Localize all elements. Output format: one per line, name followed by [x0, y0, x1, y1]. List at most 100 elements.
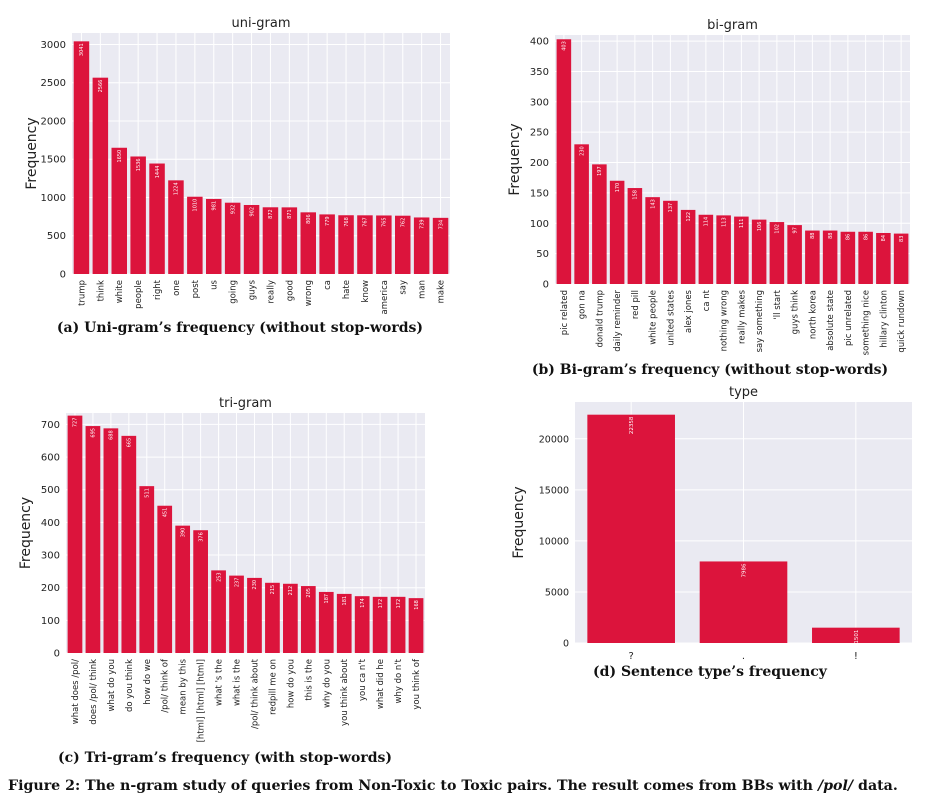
bar	[769, 222, 785, 284]
bar	[157, 505, 173, 653]
bar	[300, 586, 316, 653]
bar-value-label: 170	[615, 183, 621, 193]
bar	[432, 217, 449, 274]
unigram-panel: 0 500 1000 1500 2000 2500 3000 3041 trump 2566 thi…	[0, 0, 465, 320]
bar-value-label: 665	[127, 438, 133, 448]
bar-value-label: 102	[775, 224, 781, 234]
bar-value-label: 1536	[136, 158, 142, 171]
bar-value-label: 187	[324, 594, 330, 604]
x-tick-label: mean by this	[179, 658, 189, 714]
y-tick-label: 300	[41, 551, 60, 562]
bar-value-label: 734	[438, 220, 444, 230]
bar	[92, 77, 109, 274]
bar-value-label: 727	[73, 418, 79, 428]
bar-value-label: 511	[145, 488, 151, 498]
x-tick-label: why do n't	[394, 658, 404, 703]
y-tick-label: 250	[530, 128, 549, 139]
bar-value-label: 7986	[741, 563, 747, 577]
x-tick-label: gon na	[578, 290, 588, 319]
bar-value-label: 197	[597, 166, 603, 176]
bar	[121, 435, 137, 653]
bar-value-label: 403	[562, 41, 568, 51]
bar-value-label: 779	[325, 216, 331, 226]
bar-value-label: 84	[881, 235, 887, 241]
bar	[103, 428, 119, 653]
bar-value-label: 872	[268, 209, 274, 219]
bar	[556, 39, 572, 284]
y-tick-label: 5000	[545, 587, 569, 598]
bar-value-label: 1010	[193, 199, 199, 212]
x-tick-label: ca	[323, 280, 333, 290]
bar-value-label: 2566	[98, 80, 104, 93]
x-tick-label: how do you	[286, 659, 296, 708]
x-tick-label: post	[191, 279, 201, 298]
x-tick-label: north korea	[808, 290, 818, 339]
bar-value-label: 253	[216, 572, 222, 582]
y-tick-label: 700	[41, 420, 60, 431]
bar-value-label: 688	[109, 430, 115, 440]
bar	[734, 216, 749, 284]
x-tick-label: [html] [html] [html]	[197, 659, 207, 742]
bar-value-label: 113	[721, 217, 727, 227]
bar	[680, 209, 696, 284]
y-tick-label: 0	[54, 649, 60, 660]
bar	[574, 144, 589, 284]
bar-value-label: 390	[180, 528, 186, 538]
plot-background	[66, 413, 425, 653]
x-tick-label: hate	[342, 280, 352, 299]
x-tick-label: ?	[629, 651, 634, 662]
x-tick-label: redpill me on	[268, 659, 278, 715]
y-tick-label: 20000	[539, 434, 569, 445]
x-tick-label: what is the	[233, 659, 243, 706]
bar	[587, 414, 675, 643]
bar	[262, 207, 279, 274]
bigram-chart: 0 50 100 150 200 250 300 350 400 403 pic related 23…	[507, 18, 910, 355]
x-tick-label: pic related	[560, 290, 570, 335]
bar-value-label: 205	[306, 588, 312, 598]
bar-value-label: 806	[306, 214, 312, 224]
figure-caption: Figure 2: The n-gram study of queries fr…	[8, 778, 933, 794]
trigram-panel: 0 100 200 300 400 500 600 700 727 what does /pol/…	[0, 380, 440, 748]
bar	[318, 591, 334, 653]
y-tick-label: 500	[47, 231, 66, 242]
x-tick-label: nothing wrong	[720, 290, 730, 351]
x-tick-label: man	[418, 280, 428, 299]
bar	[372, 596, 388, 653]
x-tick-label: 'll start	[773, 289, 783, 319]
y-tick-label: 200	[530, 158, 549, 169]
x-tick-label: does /pol/ think	[89, 659, 99, 725]
y-tick-label: 150	[530, 188, 549, 199]
bar	[130, 156, 146, 274]
y-axis-label: Frequency	[24, 117, 40, 189]
figure-caption-prefix: Figure 2: The n-gram study of queries fr…	[8, 778, 818, 794]
y-tick-label: 0	[563, 639, 569, 650]
bar	[300, 212, 316, 274]
x-tick-label: what did he	[376, 659, 386, 709]
bar	[805, 230, 820, 284]
bar	[85, 426, 101, 653]
x-tick-label: something nice	[862, 290, 872, 355]
x-tick-label: you think about	[340, 658, 350, 726]
trigram-chart: 0 100 200 300 400 500 600 700 727 what does /pol/…	[18, 396, 425, 742]
x-tick-label: trump	[77, 280, 87, 306]
bar	[390, 596, 406, 653]
bar-value-label: 83	[899, 236, 905, 242]
plot-background	[72, 33, 450, 274]
chart-title: bi-gram	[707, 18, 758, 33]
x-tick-label: guys think	[791, 290, 801, 334]
y-tick-label: 0	[60, 270, 66, 281]
bar	[357, 215, 373, 274]
bar	[408, 598, 424, 653]
x-tick-label: /pol/ think of	[161, 658, 171, 713]
bar	[354, 596, 370, 653]
bar	[67, 415, 83, 653]
bar	[812, 627, 900, 643]
x-tick-label: what does /pol/	[71, 659, 81, 724]
figure-caption-italic: /pol/	[817, 778, 854, 794]
y-axis-label: Frequency	[18, 497, 34, 569]
bar-value-label: 981	[212, 201, 218, 211]
bar-value-label: 215	[270, 585, 276, 595]
bar	[338, 215, 354, 274]
bar	[645, 197, 660, 284]
bar	[243, 204, 260, 274]
